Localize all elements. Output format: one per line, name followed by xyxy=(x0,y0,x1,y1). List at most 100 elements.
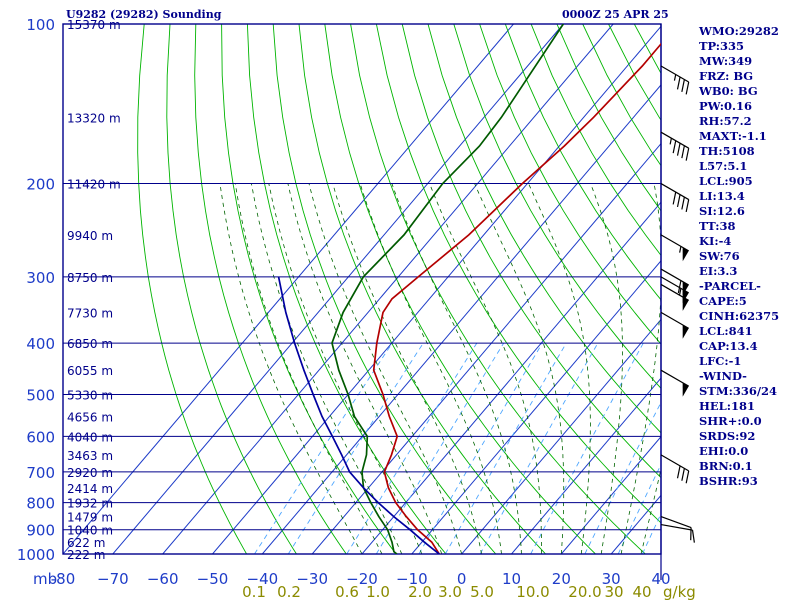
height-label: 1040 m xyxy=(67,524,113,538)
mixing-ratio-label: 0.1 xyxy=(242,583,266,600)
wind-barb-staff xyxy=(660,311,690,329)
mixing-ratio-line xyxy=(254,342,393,554)
height-label: 5330 m xyxy=(67,388,113,402)
height-label: 4656 m xyxy=(67,410,113,424)
dry-adiabat xyxy=(350,24,646,554)
index-item: TH:5108 xyxy=(699,144,755,158)
wind-barb-staff xyxy=(660,131,690,149)
mixing-ratio-line xyxy=(444,342,567,554)
x-unit-label: mb xyxy=(33,570,57,588)
height-label: 7730 m xyxy=(67,306,113,320)
index-item: CAPE:5 xyxy=(699,294,747,308)
index-item: MW:349 xyxy=(699,54,753,68)
moist-adiabat xyxy=(590,183,623,554)
index-item: MAXT:-1.1 xyxy=(699,129,767,143)
mixing-ratio-line xyxy=(375,342,505,554)
temperature-tick-label: 40 xyxy=(651,570,670,588)
mixing-ratio-label: 1.0 xyxy=(366,583,390,600)
index-item: CAP:13.4 xyxy=(699,339,758,353)
moist-adiabat xyxy=(640,467,661,554)
pressure-tick-label: 300 xyxy=(26,269,55,287)
temperature-tick-label: −10 xyxy=(396,570,428,588)
index-item: BSHR:93 xyxy=(699,474,758,488)
index-item: WB0: BG xyxy=(699,84,758,98)
wind-barb-full xyxy=(676,465,681,479)
temperature-tick-label: 30 xyxy=(602,570,621,588)
isotherm xyxy=(411,260,661,554)
wind-barb-half xyxy=(669,138,672,145)
isotherm xyxy=(212,25,661,554)
mixing-ratio-label: 30 xyxy=(604,583,623,600)
isotherm xyxy=(361,201,661,554)
isotherm xyxy=(63,24,514,554)
moist-adiabat xyxy=(474,183,565,554)
temperature-tick-label: −30 xyxy=(296,570,328,588)
height-label: 6055 m xyxy=(67,364,113,378)
height-label: 11420 m xyxy=(67,178,121,192)
pressure-tick-label: 1000 xyxy=(17,546,55,564)
isotherm xyxy=(511,377,661,554)
isotherm xyxy=(162,24,614,554)
wind-barb-pennant xyxy=(682,296,689,311)
temperature-tick-label: 0 xyxy=(457,570,467,588)
wind-barb-full xyxy=(691,530,695,543)
mixing-ratio-unit: g/kg xyxy=(663,583,696,600)
mixing-ratio-label: 0.2 xyxy=(277,583,301,600)
wind-barb-full xyxy=(681,468,685,481)
sounding-indices: WMO:29282 TP:335 MW:349 FRZ: BG WB0: BG PW:0.… xyxy=(699,24,779,489)
moist-adiabat xyxy=(219,183,363,554)
station-title: U9282 (29282) Sounding xyxy=(66,8,222,21)
wind-barb-full xyxy=(685,148,690,161)
valid-time: 0000Z 25 APR 25 xyxy=(562,8,669,21)
index-item: EI:3.3 xyxy=(699,264,738,278)
dry-adiabat xyxy=(530,24,661,257)
wind-barb-staff xyxy=(660,369,690,387)
isotherm xyxy=(261,84,661,554)
index-item: HEL:181 xyxy=(699,399,755,413)
height-label: 15370 m xyxy=(67,18,121,32)
temperature-tick-label: 20 xyxy=(552,570,571,588)
pressure-tick-label: 900 xyxy=(26,522,55,540)
pressure-tick-label: 700 xyxy=(26,464,55,482)
wind-barb-full xyxy=(685,81,690,95)
wind-barb-full xyxy=(677,280,682,294)
moist-adiabat xyxy=(528,183,591,554)
dry-adiabat xyxy=(324,24,596,554)
temperature-tick-label: −60 xyxy=(147,570,179,588)
wind-barb-pennant xyxy=(682,382,689,397)
wind-barb-staff xyxy=(660,523,693,531)
height-label: 1932 m xyxy=(67,497,113,511)
height-label: 2414 m xyxy=(67,482,113,496)
temperature-tick-label: −40 xyxy=(247,570,279,588)
parcel-path-line xyxy=(277,276,441,554)
wind-barb-full xyxy=(672,191,677,205)
index-item: SRDS:92 xyxy=(699,429,756,443)
wind-barb-staff xyxy=(660,183,690,201)
temperature-tick-label: −50 xyxy=(197,570,229,588)
moist-adiabat xyxy=(429,183,542,554)
wind-barb-half xyxy=(673,74,677,81)
index-item: TT:38 xyxy=(699,219,736,233)
dry-adiabat xyxy=(137,24,247,554)
pressure-tick-label: 500 xyxy=(26,386,55,404)
dry-adiabat xyxy=(453,24,661,389)
mixing-ratio-label: 0.6 xyxy=(335,583,359,600)
wind-barb-half xyxy=(679,246,682,253)
dry-adiabat xyxy=(246,24,447,554)
index-item: EHI:0.0 xyxy=(699,444,749,458)
temperature-tick-label: 10 xyxy=(502,570,521,588)
wind-barb-pennant xyxy=(682,247,689,262)
height-label: 9940 m xyxy=(67,229,113,243)
dry-adiabat xyxy=(166,24,297,554)
dry-adiabat xyxy=(272,24,497,554)
pressure-tick-label: 800 xyxy=(26,495,55,513)
pressure-tick-label: 200 xyxy=(26,176,55,194)
mixing-ratio-label: 20.0 xyxy=(568,583,601,600)
wind-barb-staff xyxy=(660,268,690,286)
index-item: L57:5.1 xyxy=(699,159,748,173)
dry-adiabat xyxy=(298,24,546,554)
index-item: -PARCEL- xyxy=(699,279,761,293)
mixing-ratio-label: 5.0 xyxy=(470,583,494,600)
